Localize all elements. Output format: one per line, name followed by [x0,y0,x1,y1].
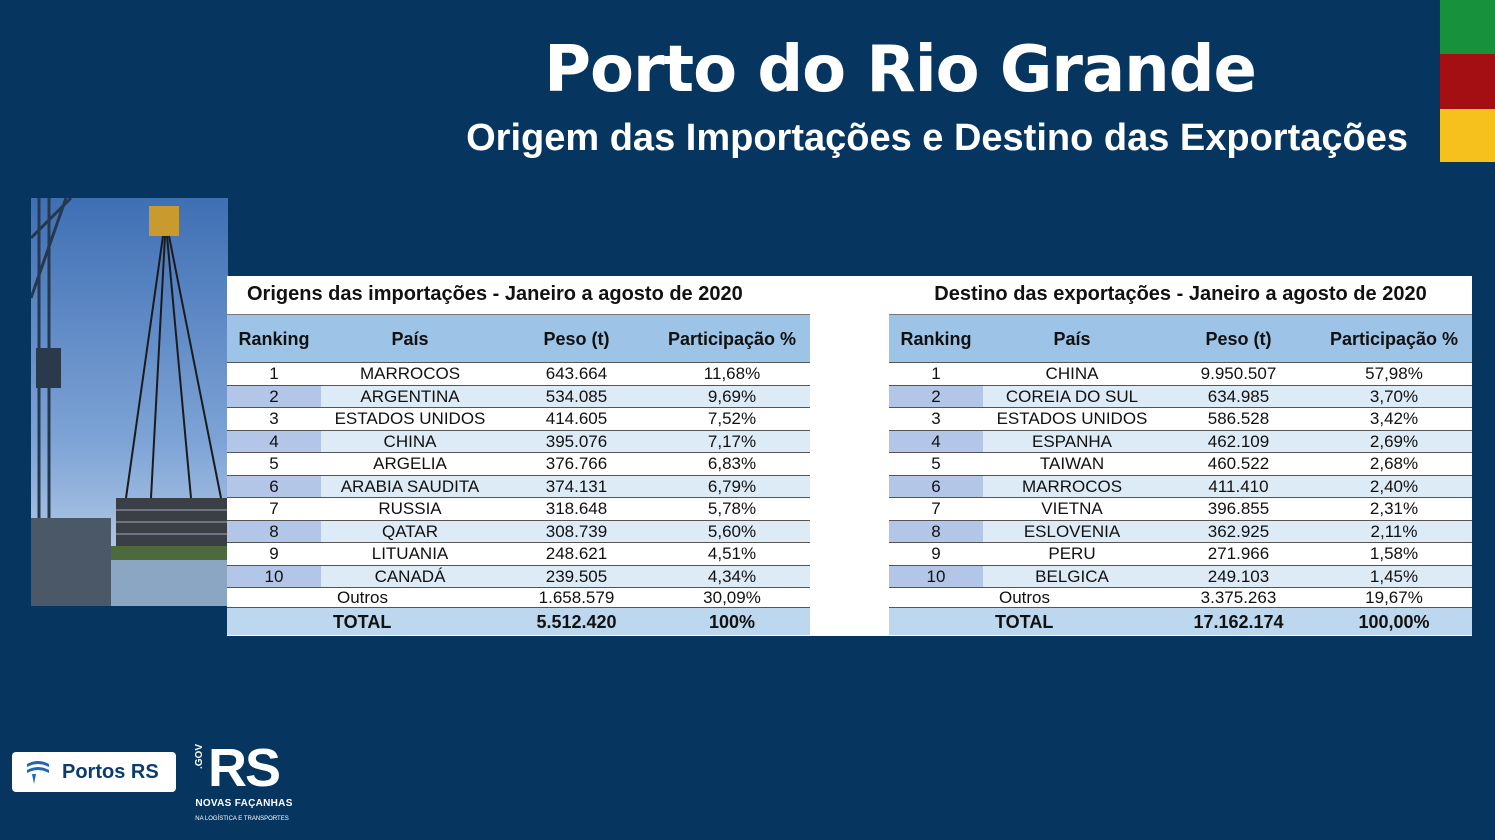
table-row: 10 BELGICA 249.103 1,45% [889,564,1472,587]
table-row: 10 CANADÁ 239.505 4,34% [227,564,810,587]
flag-stripe-yellow [1440,109,1495,162]
table-row: 9 LITUANIA 248.621 4,51% [227,542,810,565]
total-row: TOTAL 5.512.420 100% [227,607,810,635]
imports-table: Origens das importações - Janeiro a agos… [227,276,810,635]
header-ranking: Ranking [900,328,972,349]
table-row: 2 ARGENTINA 534.085 9,69% [227,384,810,407]
table-row: 7 VIETNA 396.855 2,31% [889,497,1472,520]
gov-rs-logo: .GOV RS NOVAS FAÇANHAS NA LOGÍSTICA E TR… [194,738,294,832]
table-row: 5 ARGELIA 376.766 6,83% [227,452,810,475]
port-crane-photo [31,198,228,606]
exports-table-title: Destino das exportações - Janeiro a agos… [934,283,1427,305]
table-row: 5 TAIWAN 460.522 2,68% [889,452,1472,475]
table-row: 2 COREIA DO SUL 634.985 3,70% [889,384,1472,407]
portos-rs-logo: Portos RS [12,752,176,792]
gov-rs-logo-gov: .GOV [194,744,205,770]
header-participacao: Participação % [1329,328,1459,349]
table-row: 1 MARROCOS 643.664 11,68% [227,362,810,385]
table-row: 7 RUSSIA 318.648 5,78% [227,497,810,520]
imports-table-header: Ranking País Peso (t) Participação % [227,314,810,362]
header-participacao: Participação % [667,328,797,349]
table-row: 6 ARABIA SAUDITA 374.131 6,79% [227,474,810,497]
outros-row: Outros 3.375.263 19,67% [889,587,1472,607]
table-row: 8 QATAR 308.739 5,60% [227,519,810,542]
gov-rs-logo-slogan: NOVAS FAÇANHAS [195,798,293,809]
portos-rs-logo-text: Portos RS [62,760,159,783]
outros-row: Outros 1.658.579 30,09% [227,587,810,607]
header-pais: País [391,328,429,349]
header-peso: Peso (t) [543,328,610,349]
flag-stripe-red [1440,54,1495,109]
table-row: 6 MARROCOS 411.410 2,40% [889,474,1472,497]
header-pais: País [1053,328,1091,349]
imports-table-title: Origens das importações - Janeiro a agos… [247,283,743,305]
table-row: 4 ESPANHA 462.109 2,69% [889,429,1472,452]
portos-wave-icon [24,758,52,786]
header-peso: Peso (t) [1205,328,1272,349]
page-subtitle: Origem das Importações e Destino das Exp… [466,117,1408,159]
gov-rs-logo-subslogan: NA LOGÍSTICA E TRANSPORTES [195,816,289,822]
header-ranking: Ranking [238,328,310,349]
flag-stripe-green [1440,0,1495,54]
table-row: 8 ESLOVENIA 362.925 2,11% [889,519,1472,542]
table-row: 4 CHINA 395.076 7,17% [227,429,810,452]
exports-table: Destino das exportações - Janeiro a agos… [889,276,1472,635]
page-title: Porto do Rio Grande [544,33,1257,107]
table-row: 3 ESTADOS UNIDOS 586.528 3,42% [889,407,1472,430]
table-row: 9 PERU 271.966 1,58% [889,542,1472,565]
table-row: 1 CHINA 9.950.507 57,98% [889,362,1472,385]
total-row: TOTAL 17.162.174 100,00% [889,607,1472,635]
exports-table-header: Ranking País Peso (t) Participação % [889,314,1472,362]
table-row: 3 ESTADOS UNIDOS 414.605 7,52% [227,407,810,430]
gov-rs-logo-rs: RS [208,738,281,798]
